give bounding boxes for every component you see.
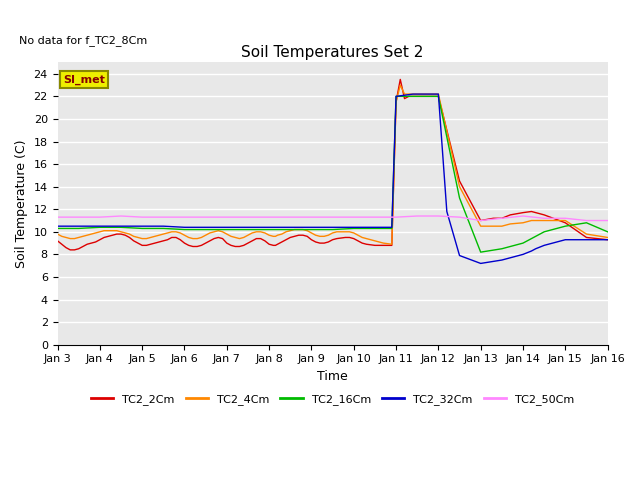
- Text: No data for f_TC2_8Cm: No data for f_TC2_8Cm: [19, 35, 147, 46]
- Text: SI_met: SI_met: [63, 74, 105, 84]
- Legend: TC2_2Cm, TC2_4Cm, TC2_16Cm, TC2_32Cm, TC2_50Cm: TC2_2Cm, TC2_4Cm, TC2_16Cm, TC2_32Cm, TC…: [87, 390, 579, 409]
- X-axis label: Time: Time: [317, 370, 348, 383]
- Y-axis label: Soil Temperature (C): Soil Temperature (C): [15, 139, 28, 268]
- Title: Soil Temperatures Set 2: Soil Temperatures Set 2: [241, 45, 424, 60]
